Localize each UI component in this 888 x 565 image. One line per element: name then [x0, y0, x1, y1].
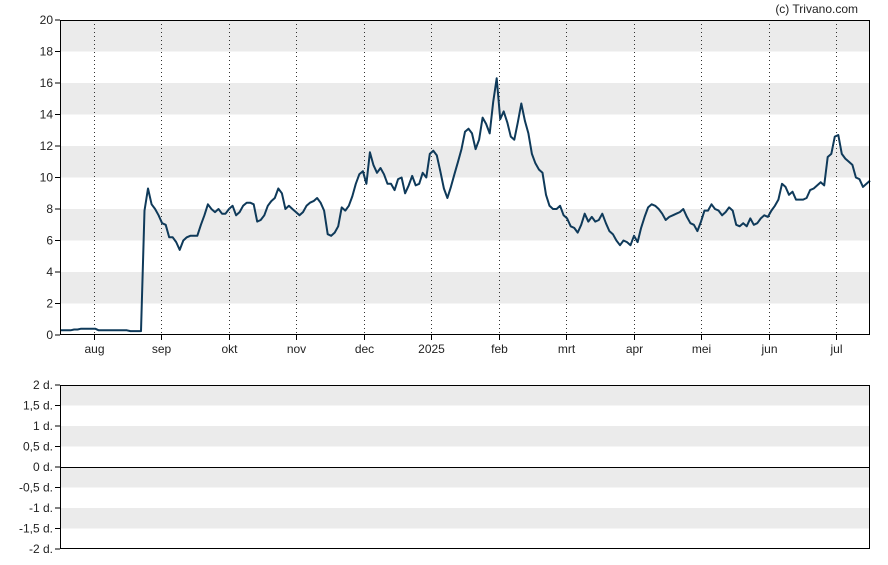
x-tick-label: nov — [287, 342, 306, 356]
y-tick-label: -2 d. — [29, 542, 53, 556]
x-tick-label: aug — [84, 342, 104, 356]
y-tick-label: 0,5 d. — [23, 440, 53, 454]
y-tick-label: -1 d. — [29, 501, 53, 515]
chart-frame — [60, 20, 870, 335]
y-tick-label: -1,5 d. — [19, 522, 53, 536]
x-tick-label: sep — [152, 342, 172, 356]
x-tick-label: okt — [221, 342, 238, 356]
y-tick-label: 16 — [40, 76, 54, 90]
grid-band — [60, 508, 870, 529]
x-tick-label: mrt — [558, 342, 576, 356]
x-tick-label: jul — [829, 342, 842, 356]
y-tick-label: 0 d. — [33, 460, 53, 474]
y-tick-label: -0,5 d. — [19, 481, 53, 495]
grid-band — [60, 385, 870, 406]
grid-band — [60, 83, 870, 115]
x-tick-label: jun — [760, 342, 777, 356]
secondary-panel: 2 d. 1,5 d. 1 d. 0,5 d. 0 d. -0,5 d. -1 d. -1,5… — [19, 378, 870, 556]
credit-text: (c) Trivano.com — [775, 2, 858, 16]
grid-band — [60, 146, 870, 178]
y-tick-label: 2 — [46, 297, 53, 311]
y-tick-label: 0 — [46, 328, 53, 342]
y-tick-label: 18 — [40, 45, 54, 59]
price-series-line — [60, 77, 871, 333]
grid-band — [60, 20, 870, 52]
x-tick-label: mei — [692, 342, 711, 356]
y-tick-label: 20 — [40, 13, 54, 27]
y-tick-label: 1 d. — [33, 419, 53, 433]
x-tick-label: dec — [355, 342, 374, 356]
y-tick-label: 6 — [46, 234, 53, 248]
chart-frame — [60, 385, 870, 549]
y-tick-label: 12 — [40, 139, 54, 153]
x-tick-label: feb — [491, 342, 508, 356]
grid-band — [60, 467, 870, 488]
x-tick-label: apr — [626, 342, 643, 356]
y-tick-label: 1,5 d. — [23, 399, 53, 413]
grid-band — [60, 426, 870, 447]
y-tick-label: 14 — [40, 108, 54, 122]
y-tick-label: 8 — [46, 202, 53, 216]
price-panel: aug sep okt nov dec 2025 feb mrt apr mei jun jul 0 2 4… — [40, 13, 871, 356]
x-tick-label: 2025 — [418, 342, 445, 356]
y-tick-label: 2 d. — [33, 378, 53, 392]
grid-band — [60, 272, 870, 304]
y-tick-label: 4 — [46, 265, 53, 279]
y-tick-label: 10 — [40, 171, 54, 185]
